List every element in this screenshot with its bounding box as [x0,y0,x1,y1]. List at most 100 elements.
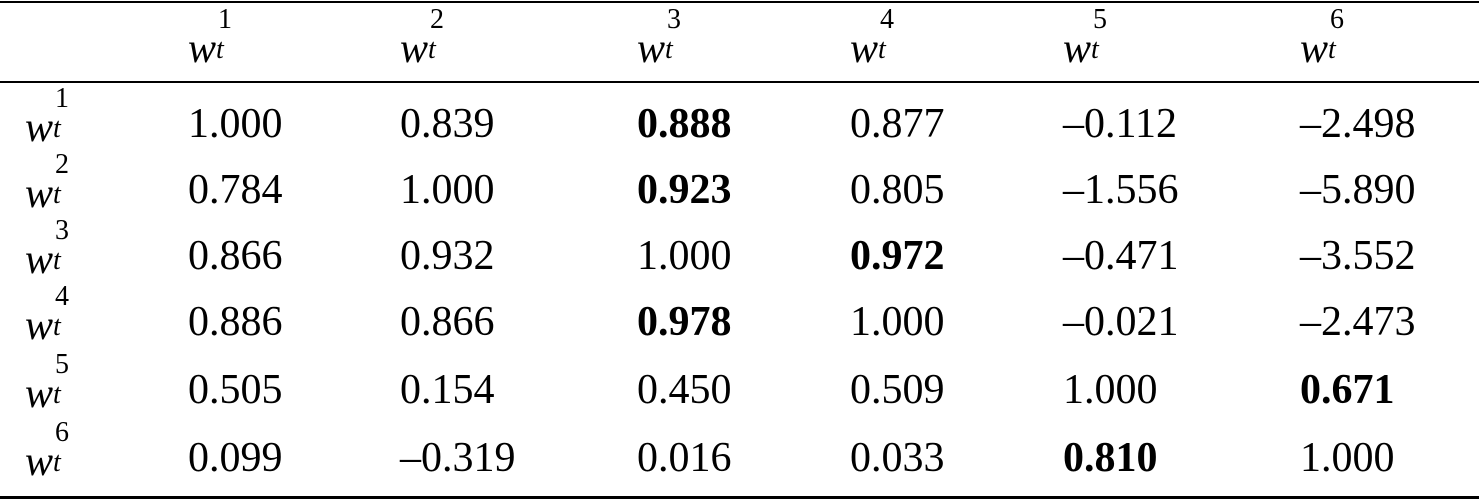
subscript: t [53,179,61,210]
cell: 1.000 [400,167,495,213]
cell: 0.033 [850,435,945,481]
cell: 0.154 [400,367,495,413]
cell: 0.888 [637,101,732,147]
subscript: t [665,34,673,65]
math-base: w [25,439,54,485]
math-base: w [1300,26,1329,72]
cell: 0.671 [1300,367,1395,413]
superscript: 4 [880,4,895,35]
cell: 0.932 [400,233,495,279]
subscript: t [1328,34,1336,65]
cell: 0.978 [637,299,732,345]
cell: 0.784 [188,167,283,213]
subscript: t [1091,34,1099,65]
cell: 0.099 [188,435,283,481]
cell: –0.471 [1063,233,1179,279]
superscript: 1 [55,83,70,114]
bottom-rule [0,496,1479,499]
superscript: 2 [430,4,445,35]
cell: 0.805 [850,167,945,213]
math-base: w [1063,26,1092,72]
math-base: w [400,26,429,72]
math-base: w [25,171,54,217]
math-base: w [188,26,217,72]
subscript: t [53,245,61,276]
superscript: 5 [1093,4,1108,35]
cell: 0.886 [188,299,283,345]
cell: 0.972 [850,233,945,279]
cell: 0.839 [400,101,495,147]
math-base: w [25,105,54,151]
cell: 0.866 [400,299,495,345]
subscript: t [53,113,61,144]
cell: 0.877 [850,101,945,147]
cell: 0.509 [850,367,945,413]
top-rule [0,1,1479,3]
cell: 0.016 [637,435,732,481]
subscript: t [216,34,224,65]
superscript: 5 [55,349,70,380]
cell: 1.000 [850,299,945,345]
cell: –5.890 [1300,167,1416,213]
cell: 1.000 [637,233,732,279]
cell: –1.556 [1063,167,1179,213]
superscript: 6 [1330,4,1345,35]
cell: 1.000 [1300,435,1395,481]
subscript: t [53,379,61,410]
header-rule [0,81,1479,83]
subscript: t [878,34,886,65]
cell: 0.923 [637,167,732,213]
subscript: t [53,447,61,478]
cell: 0.505 [188,367,283,413]
superscript: 2 [55,149,70,180]
cell: –2.473 [1300,299,1416,345]
superscript: 3 [55,215,70,246]
superscript: 4 [55,281,70,312]
superscript: 6 [55,417,70,448]
superscript: 1 [218,4,233,35]
subscript: t [53,311,61,342]
cell: –0.021 [1063,299,1179,345]
math-base: w [25,303,54,349]
cell: 0.866 [188,233,283,279]
cell: –3.552 [1300,233,1416,279]
cell: 1.000 [1063,367,1158,413]
cell: –2.498 [1300,101,1416,147]
cell: 1.000 [188,101,283,147]
math-base: w [25,237,54,283]
cell: –0.319 [400,435,516,481]
subscript: t [428,34,436,65]
math-base: w [850,26,879,72]
superscript: 3 [667,4,682,35]
math-base: w [637,26,666,72]
cell: 0.810 [1063,435,1158,481]
cell: –0.112 [1063,101,1177,147]
cell: 0.450 [637,367,732,413]
math-base: w [25,371,54,417]
